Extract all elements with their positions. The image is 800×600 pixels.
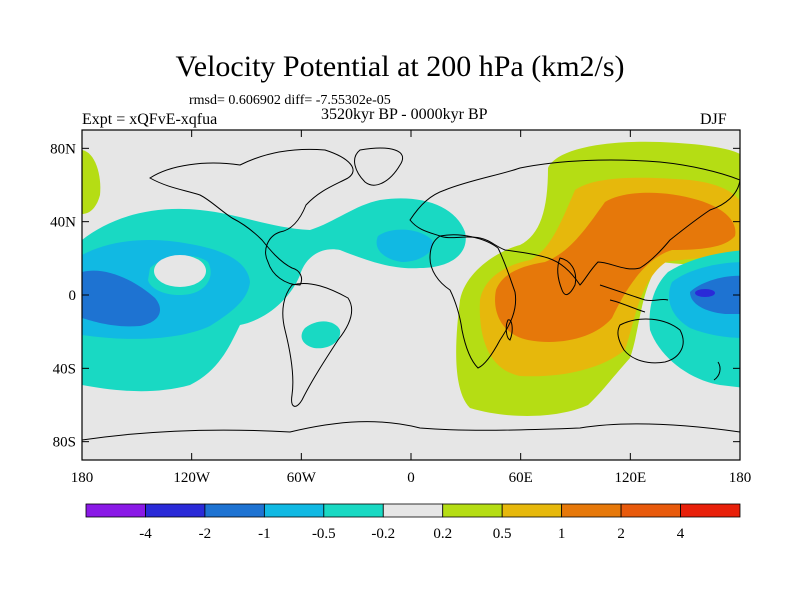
colorbar-swatch (442, 503, 503, 518)
contour-negative-east-strong (690, 275, 740, 314)
lat-tick-label: 0 (69, 288, 77, 304)
colorbar-swatch (680, 503, 741, 518)
colorbar: -4 -2 -1 -0.5 -0.2 0.2 0.5 1 2 4 (85, 503, 741, 542)
lon-tick-label: 120W (173, 470, 211, 486)
contour-positive-high (495, 192, 736, 342)
latitude-axis: 80N 40N 0 40S 80S (50, 141, 740, 451)
contour-negative-strong-west (82, 270, 160, 327)
colorbar-label: -1 (258, 526, 271, 542)
colorbar-label: 2 (617, 526, 625, 542)
lon-tick-label: 60W (287, 470, 317, 486)
colorbar-label: 4 (677, 526, 685, 542)
lat-tick-label: 80N (50, 141, 76, 157)
contour-negative-samerica (301, 321, 341, 349)
period-label: 3520kyr BP - 0000kyr BP (321, 106, 488, 123)
colorbar-swatch (85, 503, 146, 518)
contour-negative-atlantic (376, 229, 433, 262)
colorbar-label: -0.5 (312, 526, 336, 542)
coastlines (82, 147, 740, 441)
longitude-axis: 180 120W 60W 0 60E 120E 180 (71, 130, 752, 486)
colorbar-swatch (620, 503, 681, 518)
colorbar-label: -0.2 (371, 526, 395, 542)
colorbar-swatch (263, 503, 325, 518)
contour-positive-dateline (82, 150, 101, 214)
lon-tick-label: 120E (614, 470, 646, 486)
map-title: Velocity Potential at 200 hPa (km2/s) (175, 50, 625, 83)
colorbar-swatch (145, 503, 206, 518)
colorbar-label: -4 (139, 526, 152, 542)
colorbar-swatch (204, 503, 265, 518)
stats-label: rmsd= 0.606902 diff= -7.55302e-05 (189, 93, 391, 108)
experiment-label: Expt = xQFvE-xqfua (82, 111, 218, 128)
season-label: DJF (700, 111, 727, 128)
colorbar-label: 0.2 (433, 526, 452, 542)
lon-tick-label: 0 (407, 470, 415, 486)
contour-negative-east-core (695, 289, 715, 297)
colorbar-label: 0.5 (493, 526, 512, 542)
colorbar-swatch (382, 503, 444, 518)
lat-tick-label: 40S (53, 361, 76, 377)
lat-tick-label: 80S (53, 435, 76, 451)
lon-tick-label: 180 (729, 470, 752, 486)
lat-tick-label: 40N (50, 215, 76, 231)
colorbar-swatch (561, 503, 622, 518)
contour-field (82, 130, 740, 460)
colorbar-swatch (323, 503, 384, 518)
colorbar-swatch (501, 503, 563, 518)
contour-neutral-center (154, 255, 206, 287)
colorbar-label: 1 (558, 526, 566, 542)
colorbar-label: -2 (199, 526, 212, 542)
lon-tick-label: 60E (509, 470, 533, 486)
lon-tick-label: 180 (71, 470, 94, 486)
